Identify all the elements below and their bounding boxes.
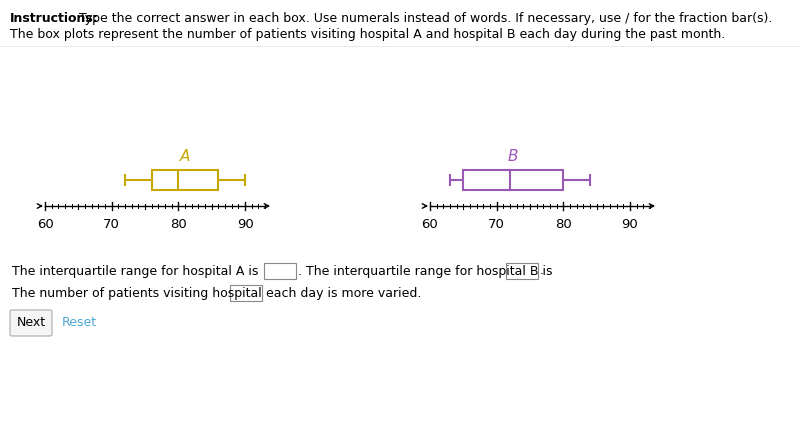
Text: A: A <box>180 149 190 164</box>
Text: Instructions:: Instructions: <box>10 12 98 25</box>
Text: The box plots represent the number of patients visiting hospital A and hospital : The box plots represent the number of pa… <box>10 28 726 41</box>
Text: 80: 80 <box>555 218 572 231</box>
Bar <box>463 170 563 190</box>
Text: 60: 60 <box>37 218 54 231</box>
Text: Next: Next <box>17 317 46 329</box>
Text: 70: 70 <box>103 218 120 231</box>
Text: 70: 70 <box>488 218 505 231</box>
Text: 60: 60 <box>422 218 438 231</box>
Text: The number of patients visiting hospital: The number of patients visiting hospital <box>12 287 262 299</box>
Bar <box>264 263 296 279</box>
Text: The interquartile range for hospital A is: The interquartile range for hospital A i… <box>12 265 258 277</box>
Text: B: B <box>508 149 518 164</box>
FancyBboxPatch shape <box>10 310 52 336</box>
Bar <box>152 170 218 190</box>
Text: each day is more varied.: each day is more varied. <box>266 287 422 299</box>
Bar <box>230 285 262 301</box>
Text: Type the correct answer in each box. Use numerals instead of words. If necessary: Type the correct answer in each box. Use… <box>75 12 772 25</box>
Text: . The interquartile range for hospital B is: . The interquartile range for hospital B… <box>298 265 553 277</box>
Bar <box>506 263 538 279</box>
Text: 80: 80 <box>170 218 186 231</box>
Text: 90: 90 <box>237 218 254 231</box>
Text: Reset: Reset <box>62 317 97 329</box>
Text: .: . <box>540 265 544 277</box>
Text: 90: 90 <box>622 218 638 231</box>
